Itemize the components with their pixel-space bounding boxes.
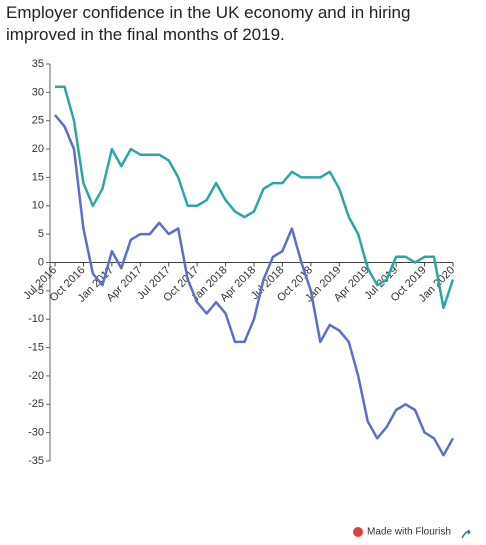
share-icon xyxy=(461,529,471,539)
chart-title: Employer confidence in the UK economy an… xyxy=(6,3,410,44)
y-tick-label: 0 xyxy=(38,256,44,268)
y-tick-label: -30 xyxy=(28,427,44,439)
y-tick-label: 15 xyxy=(32,171,44,183)
y-tick-label: 25 xyxy=(32,115,44,127)
series-line xyxy=(54,114,455,457)
y-tick-label: 35 xyxy=(32,58,44,70)
footer: Made with Flourish xyxy=(367,527,451,538)
y-tick-label: 5 xyxy=(38,228,44,240)
series-line xyxy=(55,85,455,310)
y-tick-label: -10 xyxy=(28,313,44,325)
y-tick-label: -15 xyxy=(28,341,44,353)
y-tick-label: 20 xyxy=(32,143,44,155)
y-tick-label: 30 xyxy=(32,86,44,98)
y-tick-label: -35 xyxy=(28,455,44,467)
y-tick-label: -5 xyxy=(34,285,44,297)
y-tick-label: 10 xyxy=(32,200,44,212)
y-tick-label: -20 xyxy=(28,370,44,382)
y-tick-label: -25 xyxy=(28,398,44,410)
flourish-icon xyxy=(353,527,363,537)
